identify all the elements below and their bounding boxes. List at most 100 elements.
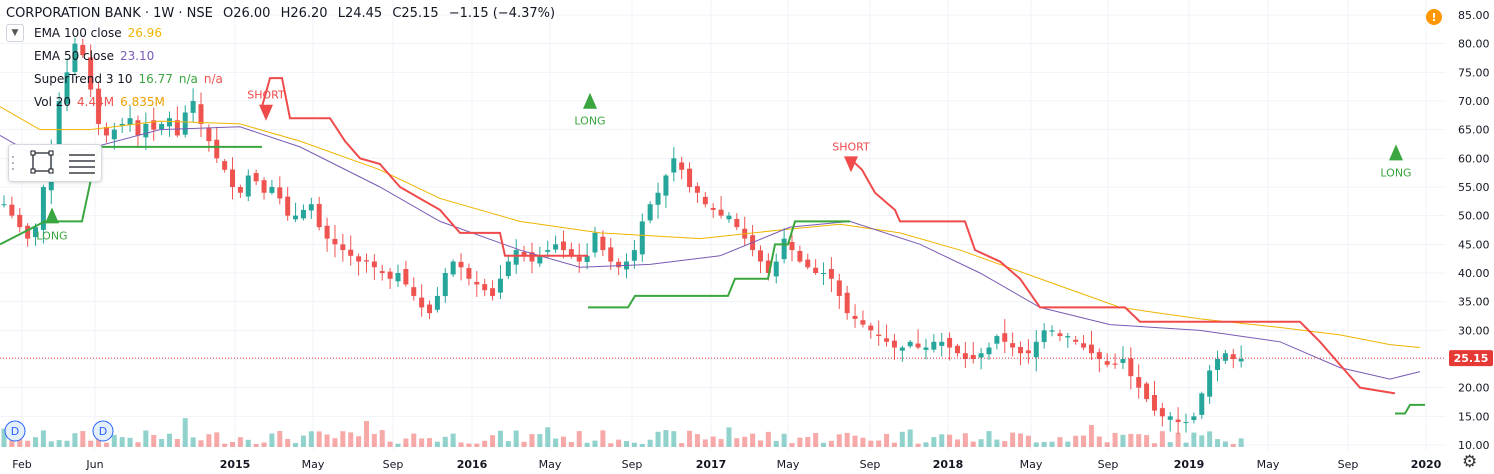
candle-body	[96, 88, 102, 124]
candle-body	[214, 139, 220, 159]
candle-body	[72, 43, 78, 72]
volume-bar	[308, 431, 314, 447]
volume-bar	[206, 434, 212, 447]
volume-bar	[111, 434, 117, 447]
volume-bar	[655, 431, 661, 447]
rectangle-tool-icon[interactable]	[30, 150, 54, 174]
supertrend-segment-up	[588, 220, 850, 309]
volume-bar	[947, 434, 953, 447]
volume-bar	[1065, 441, 1071, 447]
dividend-marker-icon[interactable]	[92, 420, 114, 442]
candle-body	[1136, 377, 1142, 388]
lines-tool-icon[interactable]	[69, 154, 95, 174]
volume-bar	[403, 438, 409, 447]
signals-layer: LONG SHORT LONG SHORT LONG	[36, 89, 1411, 243]
dividend-marker-icon[interactable]	[4, 420, 26, 442]
candle-body	[1144, 383, 1150, 400]
candle-body	[821, 273, 827, 274]
volume-bar	[694, 434, 700, 447]
price-tick-label: 55.00	[1458, 181, 1490, 194]
drawing-toolbox	[8, 144, 102, 182]
supertrend-segment-up	[1395, 403, 1425, 415]
candle-body	[419, 297, 425, 308]
indicator-ema50[interactable]: EMA 50 close 23.10	[6, 44, 561, 67]
indicator-volume-value: 4.44M	[77, 94, 115, 109]
time-tick-label: Jun	[85, 458, 103, 471]
volume-bar	[1, 428, 7, 447]
candle-body	[190, 101, 196, 113]
candle-body	[647, 204, 653, 221]
symbol-name[interactable]: CORPORATION BANK · 1W · NSE	[6, 6, 213, 21]
time-tick-label: 2020	[1411, 458, 1442, 471]
candle-body	[553, 244, 559, 250]
indicator-volume-name: Vol 20	[34, 94, 72, 109]
candle-body	[111, 129, 117, 140]
indicator-supertrend-value: 16.77	[138, 71, 173, 86]
volume-bar	[497, 430, 503, 447]
candle-body	[230, 169, 236, 187]
candle-body	[852, 315, 858, 319]
price-axis[interactable]: 85.00 80.00 75.00 70.00 65.00 60.00 55.00 50.00…	[1458, 9, 1490, 452]
indicator-ema100[interactable]: ▼ EMA 100 close 26.96	[6, 21, 561, 44]
volume-bar	[33, 437, 39, 447]
volume-bar	[797, 437, 803, 447]
volume-bar	[710, 436, 716, 447]
volume-bar	[1025, 435, 1031, 447]
warning-icon[interactable]: !	[1426, 9, 1442, 25]
candle-body	[371, 261, 377, 268]
volume-bar	[442, 436, 448, 447]
volume-bar	[789, 443, 795, 447]
indicator-ema50-name: EMA 50 close	[34, 48, 114, 63]
candle-body	[166, 118, 172, 127]
candle-body	[411, 287, 417, 296]
volume-bar	[931, 437, 937, 447]
candle-body	[1207, 370, 1213, 397]
gear-icon[interactable]: ⚙	[1462, 452, 1478, 472]
candle-body	[1128, 358, 1134, 377]
time-tick-label: 2016	[457, 458, 488, 471]
candle-body	[1215, 359, 1221, 371]
candle-body	[466, 268, 472, 279]
volume-bar	[687, 430, 693, 447]
volume-bar	[88, 440, 94, 447]
candle-body	[56, 101, 62, 148]
volume-bar	[813, 432, 819, 447]
indicator-volume[interactable]: Vol 20 4.44M 6.835M	[6, 90, 561, 113]
volume-bar	[363, 421, 369, 447]
candle-body	[860, 320, 866, 325]
time-axis[interactable]: Feb Jun 2015 May Sep 2016 May Sep 2017 May Sep 2018…	[12, 458, 1441, 471]
indicator-ema50-value: 23.10	[119, 48, 155, 63]
volume-bar	[821, 442, 827, 447]
candle-body	[482, 284, 488, 291]
candle-body	[442, 273, 448, 297]
volume-bar	[293, 443, 299, 447]
high-value: H26.20	[280, 6, 328, 21]
volume-bar	[608, 443, 614, 447]
price-tick-label: 50.00	[1458, 210, 1490, 223]
volume-bar	[1120, 434, 1126, 447]
chart-grid	[0, 0, 1446, 450]
candle-body	[931, 341, 937, 350]
indicator-supertrend[interactable]: SuperTrend 3 10 16.77 n/a n/a	[6, 67, 561, 90]
price-tick-label: 75.00	[1458, 66, 1490, 79]
candle-body	[490, 288, 496, 296]
volume-bar	[907, 429, 913, 447]
dividend-marker-label: D	[11, 425, 19, 438]
candle-body	[198, 104, 204, 124]
candle-body	[80, 44, 86, 56]
volume-bar	[1018, 433, 1024, 447]
volume-bar	[482, 440, 488, 447]
volume-bar	[884, 433, 890, 447]
candle-body	[781, 238, 787, 260]
volume-bar	[490, 435, 496, 447]
short-signal-arrow	[844, 156, 858, 173]
volume-bar	[915, 443, 921, 447]
candle-body	[316, 203, 322, 228]
candle-body	[608, 247, 614, 262]
chevron-down-icon[interactable]: ▼	[6, 23, 24, 42]
candle-body	[986, 347, 992, 355]
candle-body	[245, 175, 251, 197]
candle-body	[1081, 343, 1087, 348]
